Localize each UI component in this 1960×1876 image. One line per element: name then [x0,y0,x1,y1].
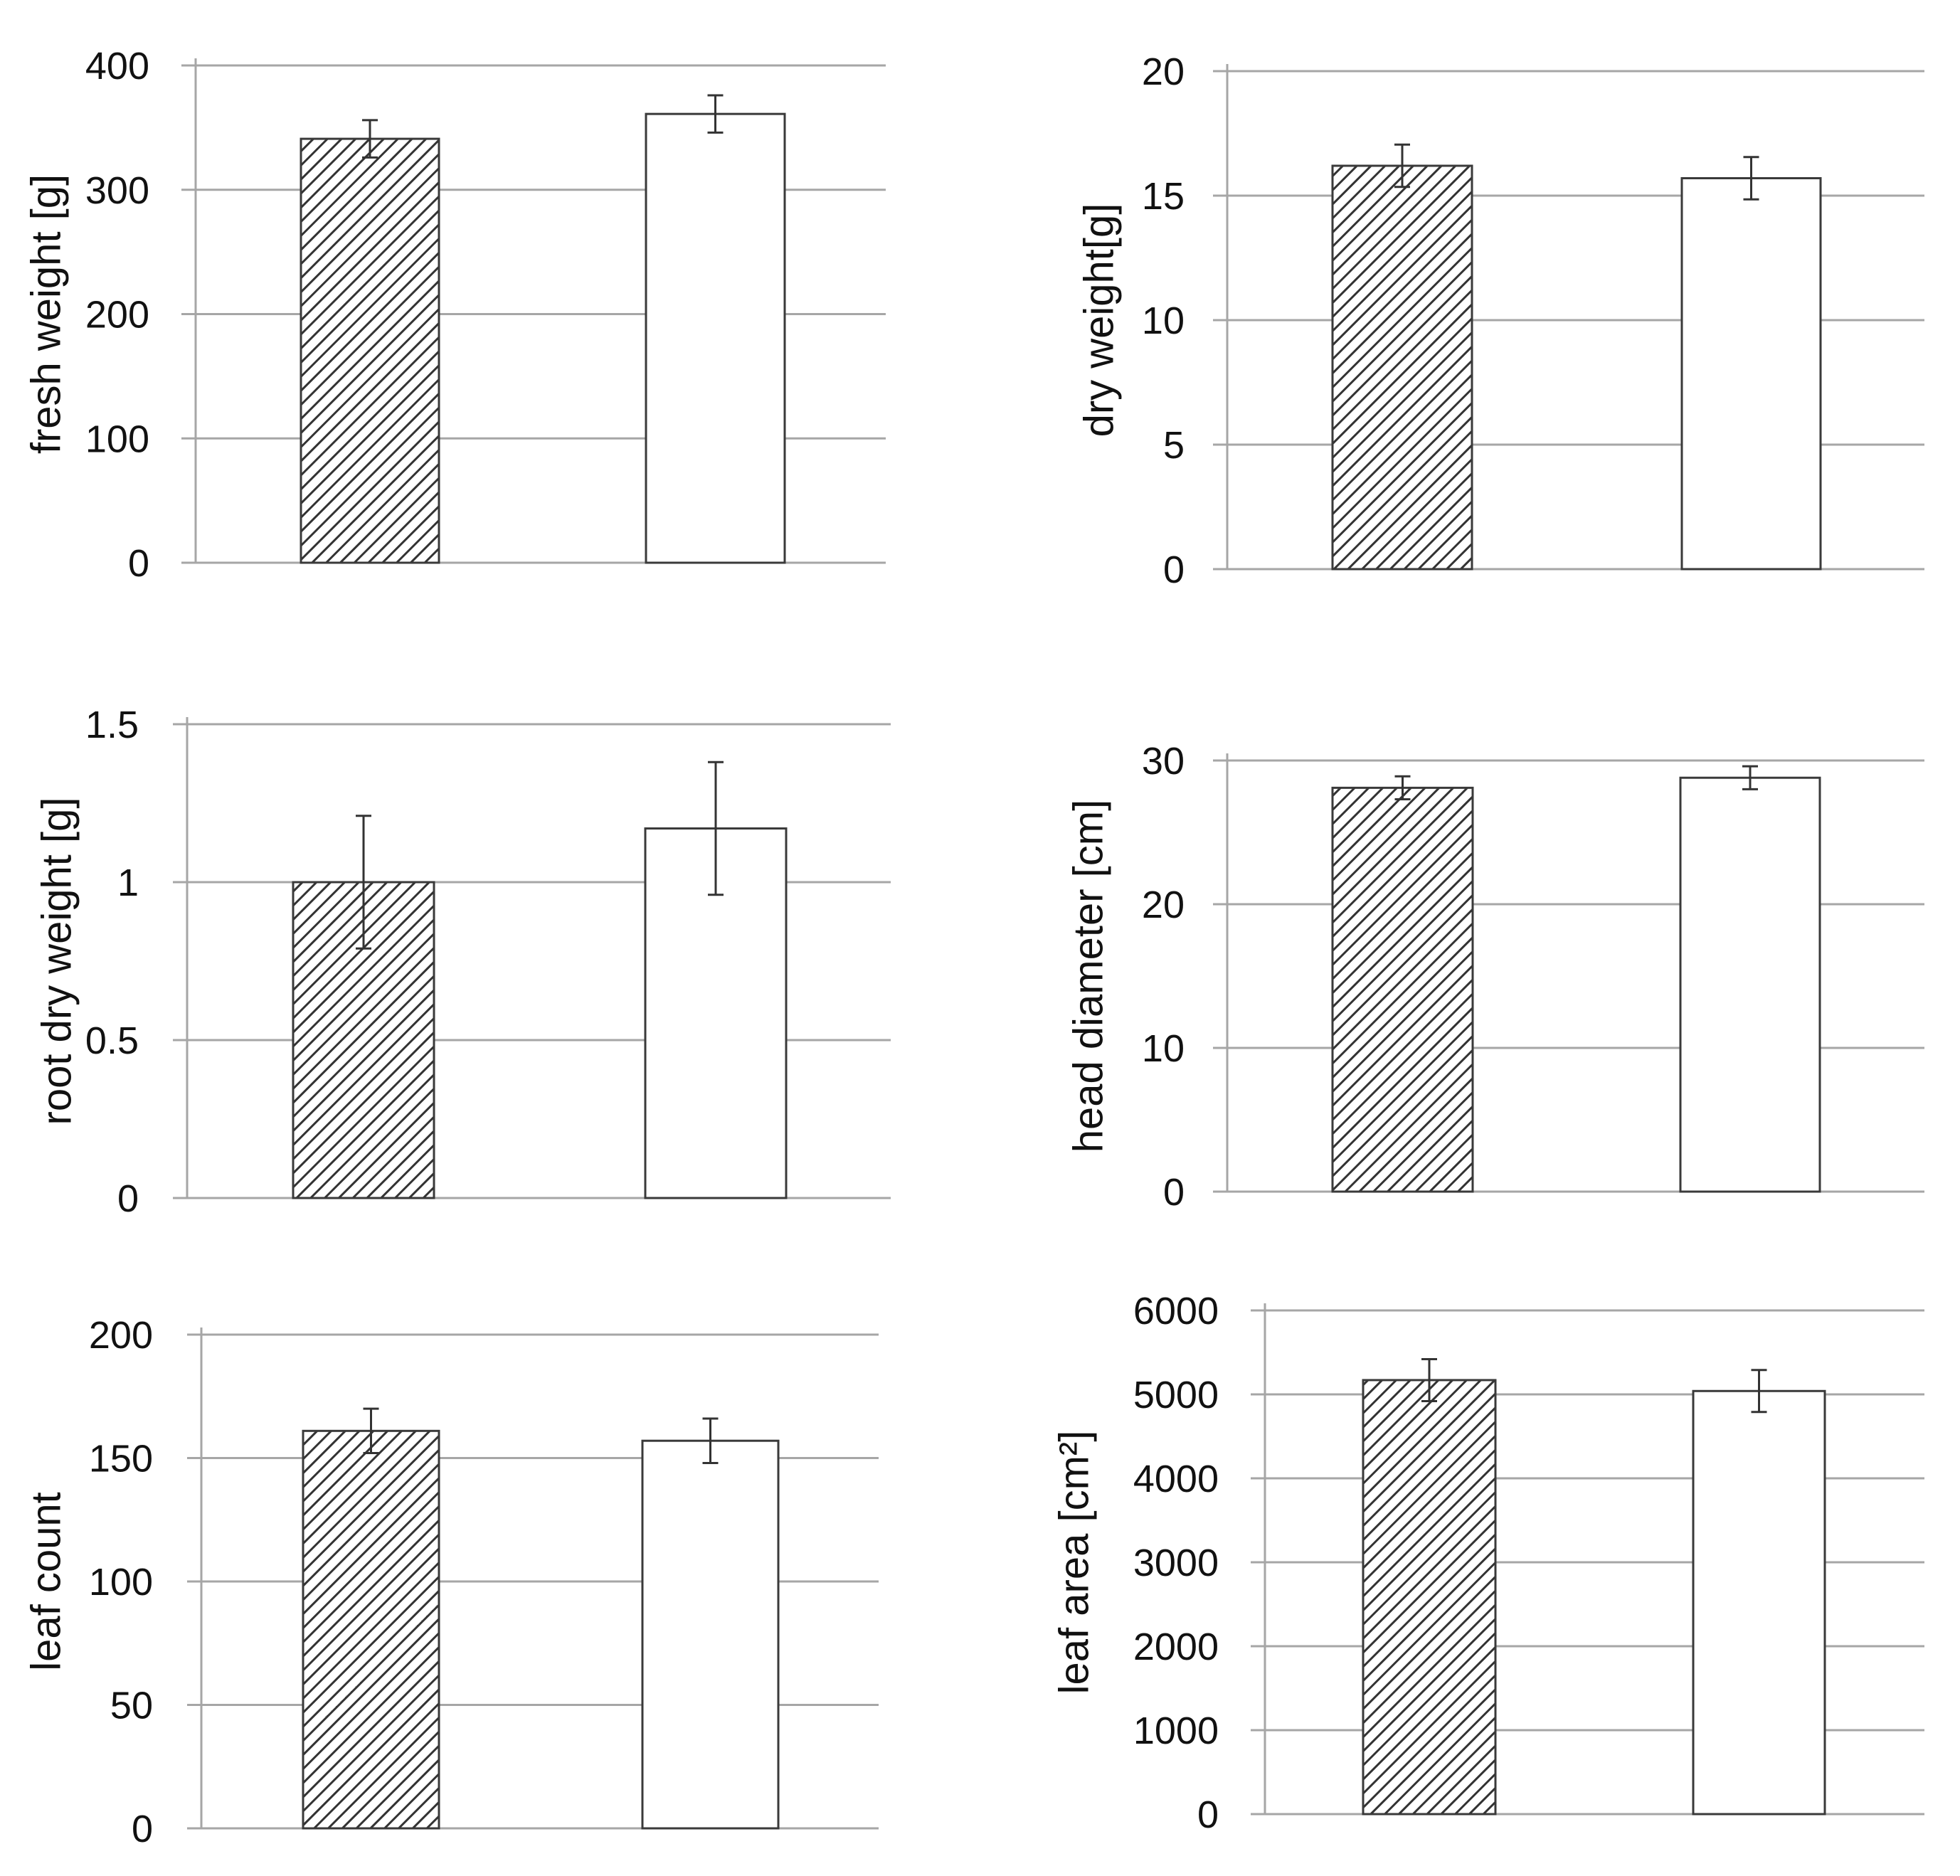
y-tick-label: 4000 [1133,1458,1219,1500]
y-tick-label: 50 [110,1685,153,1727]
error-bar-hatched [1421,1357,1437,1402]
error-bar-white [1743,156,1759,201]
chart-panel-5: 0 50 100 150 200 leaf count [23,1314,879,1850]
bar-hatched [302,1429,440,1830]
y-tick-label: 6000 [1133,1290,1219,1332]
y-axis-title: fresh weight [g] [23,174,70,454]
y-tick-label: 1 [117,862,139,904]
bar-hatched [1331,786,1474,1193]
chart-panel-3: 0 0.5 1 1.5 root dry weight [g] [34,704,891,1220]
y-tick-label: 200 [89,1314,153,1357]
y-tick-label: 20 [1142,884,1185,926]
y-tick-label: 400 [85,45,149,88]
chart-panel-1: 0 100 200 300 400 fresh weight [g] [23,45,886,585]
y-tick-label: 100 [85,418,149,460]
y-axis-title: root dry weight [g] [34,797,80,1125]
y-tick-label: 0.5 [85,1019,139,1062]
error-bar-hatched [363,1407,379,1455]
bar-white [1680,177,1822,571]
error-bar-hatched [356,815,371,950]
y-tick-label: 3000 [1133,1542,1219,1584]
chart-panel-2: 0 5 10 15 20 dry weight[g] [1076,51,1924,591]
y-tick-label: 0 [1197,1793,1219,1836]
y-tick-label: 1.5 [85,704,139,746]
y-tick-label: 10 [1142,1027,1185,1070]
bar-hatched [1362,1379,1497,1816]
y-tick-label: 5000 [1133,1374,1219,1416]
y-tick-label: 0 [117,1177,139,1220]
y-tick-label: 150 [89,1438,153,1480]
chart-panel-4: 0 10 20 30 head diameter [cm] [1066,740,1924,1214]
y-tick-label: 1000 [1133,1710,1219,1752]
y-tick-label: 0 [1163,1171,1185,1214]
y-tick-label: 20 [1142,51,1185,93]
bar-white [1679,776,1821,1193]
y-tick-label: 2000 [1133,1626,1219,1668]
y-tick-label: 0 [128,542,149,585]
bar-white [1692,1389,1826,1816]
error-bar-white [1751,1369,1767,1414]
chart-panel-6: 0 1000 2000 3000 4000 5000 6000 leaf area [cm²] [1051,1290,1924,1836]
y-axis-title: head diameter [cm] [1066,800,1112,1152]
y-tick-label: 15 [1142,175,1185,218]
y-tick-label: 200 [85,294,149,336]
bar-hatched [1331,164,1473,571]
y-tick-label: 10 [1142,300,1185,342]
y-tick-label: 30 [1142,740,1185,783]
y-tick-label: 100 [89,1561,153,1604]
bar-hatched [300,137,440,564]
bar-white [641,1439,780,1830]
bar-white [645,112,786,564]
error-bar-white [708,761,724,896]
error-bar-white [1742,765,1758,790]
y-tick-label: 5 [1163,424,1185,467]
error-bar-white [702,1417,719,1464]
error-bar-hatched [1394,775,1411,801]
y-tick-label: 0 [132,1808,153,1850]
y-tick-label: 300 [85,169,149,212]
y-tick-label: 0 [1163,549,1185,591]
y-axis-title: dry weight[g] [1076,203,1123,438]
error-bar-hatched [362,119,378,159]
y-axis-title: leaf area [cm²] [1051,1431,1098,1695]
error-bar-white [707,94,724,134]
error-bar-hatched [1394,143,1410,189]
y-axis-title: leaf count [23,1492,70,1671]
